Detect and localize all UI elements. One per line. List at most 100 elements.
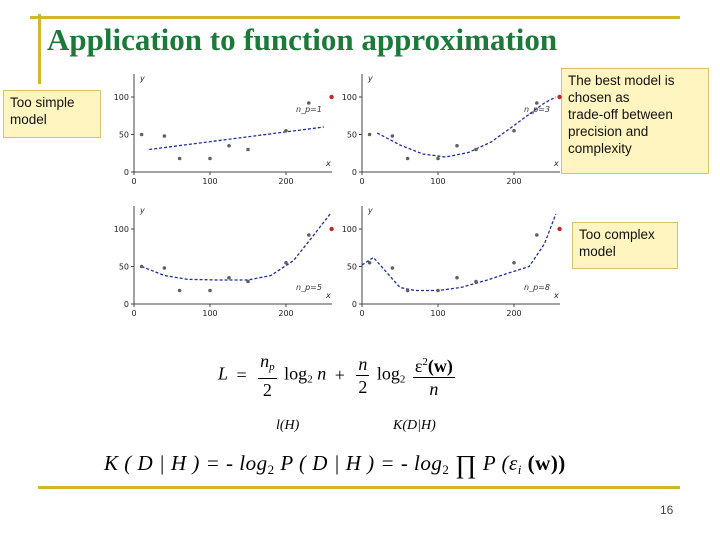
fit-curve bbox=[141, 213, 331, 281]
y-tick-label: 100 bbox=[342, 225, 357, 234]
np-label: n_p=5 bbox=[296, 283, 322, 292]
mdl-length-formula: L = np 2 log2 n + n 2 log2 ε2(w) n bbox=[218, 350, 458, 401]
page-number: 16 bbox=[660, 503, 674, 517]
x-tick-label: 100 bbox=[430, 309, 445, 318]
data-point bbox=[405, 156, 410, 161]
top-accent-rule bbox=[30, 16, 680, 19]
fit-curve bbox=[149, 126, 325, 151]
formula-plus: + bbox=[334, 365, 345, 385]
epsilon-symbol: ε bbox=[414, 356, 423, 376]
y-axis-label: y bbox=[367, 206, 373, 215]
y-tick-label: 0 bbox=[124, 168, 129, 177]
error-denominator: n bbox=[429, 379, 439, 399]
n-symbol: n bbox=[358, 354, 368, 374]
n-denominator: 2 bbox=[358, 377, 368, 397]
conditional-complexity-formula: K ( D | H ) = - log 2 P ( D | H ) = - log… bbox=[104, 450, 566, 480]
x-tick-label: 0 bbox=[359, 309, 364, 318]
x-tick-label: 100 bbox=[430, 177, 445, 186]
x-tick-label: 100 bbox=[202, 177, 217, 186]
label-model-length: l(H) bbox=[276, 418, 300, 433]
x-tick-label: 0 bbox=[131, 177, 136, 186]
data-point bbox=[455, 275, 459, 280]
callout-too-simple: Too simple model bbox=[3, 90, 101, 138]
data-point bbox=[162, 266, 167, 270]
data-point bbox=[557, 226, 562, 232]
k-part: K ( D | H ) = - log bbox=[104, 451, 268, 475]
formula-equals: = bbox=[236, 365, 247, 385]
plot-np-1: y x 0 100 200 0 50 100 n_p=1 bbox=[112, 72, 334, 192]
plot-np-8: y x 0 100 200 0 50 100 n_p=8 bbox=[340, 204, 562, 324]
data-point bbox=[208, 288, 212, 293]
data-point bbox=[474, 147, 478, 152]
y-axis-label: y bbox=[367, 74, 373, 83]
x-axis-label: x bbox=[325, 159, 331, 168]
y-tick-label: 0 bbox=[124, 300, 129, 309]
data-point bbox=[177, 288, 182, 293]
x-tick-label: 0 bbox=[359, 177, 364, 186]
data-point bbox=[139, 132, 144, 137]
data-point bbox=[162, 134, 167, 138]
y-tick-label: 0 bbox=[352, 168, 357, 177]
data-point bbox=[535, 101, 539, 105]
x-tick-label: 200 bbox=[278, 177, 293, 186]
data-point bbox=[284, 128, 288, 133]
data-point bbox=[455, 143, 459, 148]
data-point bbox=[329, 226, 334, 232]
fit-curve bbox=[361, 213, 557, 292]
tail-weights: (w)) bbox=[521, 451, 566, 475]
x-tick-label: 200 bbox=[278, 309, 293, 318]
data-point bbox=[512, 260, 516, 265]
np-symbol: n bbox=[260, 351, 270, 371]
epsilon-power: 2 bbox=[422, 356, 428, 368]
tail-probability: P (ε bbox=[482, 451, 518, 475]
y-tick-label: 100 bbox=[114, 93, 129, 102]
y-tick-label: 50 bbox=[119, 131, 129, 140]
x-tick-label: 0 bbox=[131, 309, 136, 318]
data-point bbox=[367, 260, 372, 265]
data-point bbox=[227, 143, 231, 148]
plot-svg: y x 0 100 200 0 50 100 n_p=1 bbox=[114, 74, 334, 186]
log-base-2: 2 bbox=[399, 373, 406, 386]
data-point bbox=[139, 264, 144, 269]
y-tick-label: 100 bbox=[114, 225, 129, 234]
data-point bbox=[436, 156, 440, 161]
x-tick-label: 100 bbox=[202, 309, 217, 318]
data-point bbox=[307, 233, 311, 237]
log-base-b: 2 bbox=[442, 462, 450, 477]
np-denominator: 2 bbox=[262, 380, 272, 400]
data-point bbox=[246, 279, 250, 284]
x-axis-label: x bbox=[553, 291, 559, 300]
data-point bbox=[227, 275, 231, 280]
data-point bbox=[246, 147, 250, 152]
plot-svg: y x 0 100 200 0 50 100 n_p=5 bbox=[114, 206, 334, 318]
callout-too-complex: Too complex model bbox=[572, 222, 678, 269]
np-label: n_p=8 bbox=[524, 283, 550, 292]
data-point bbox=[390, 266, 395, 270]
data-point bbox=[307, 101, 311, 105]
data-point bbox=[284, 260, 288, 265]
p-part: P ( D | H ) = - log bbox=[274, 451, 443, 475]
plot-svg: y x 0 100 200 0 50 100 n_p=3 bbox=[342, 74, 562, 186]
plot-np-5: y x 0 100 200 0 50 100 n_p=5 bbox=[112, 204, 334, 324]
data-point bbox=[512, 128, 516, 133]
slide-title: Application to function approximation bbox=[47, 22, 558, 57]
data-point bbox=[367, 132, 372, 137]
fraction-np-over-2: np 2 bbox=[258, 350, 277, 401]
data-point bbox=[557, 94, 562, 100]
fraction-n-over-2: n 2 bbox=[356, 353, 370, 398]
data-point bbox=[405, 288, 410, 293]
tail-subscript: i bbox=[517, 462, 522, 477]
data-point bbox=[177, 156, 182, 161]
x-axis-label: x bbox=[553, 159, 559, 168]
bottom-accent-rule bbox=[38, 486, 680, 489]
np-subscript: p bbox=[269, 361, 275, 373]
y-tick-label: 50 bbox=[119, 263, 129, 272]
log-argument-n: n bbox=[317, 363, 327, 384]
product-symbol: ∏ bbox=[455, 450, 478, 479]
label-data-length: K(D|H) bbox=[393, 418, 436, 433]
np-label: n_p=3 bbox=[524, 105, 550, 114]
y-tick-label: 50 bbox=[347, 263, 357, 272]
formula-lhs: L bbox=[218, 363, 229, 384]
y-tick-label: 0 bbox=[352, 300, 357, 309]
plot-np-3: y x 0 100 200 0 50 100 n_p=3 bbox=[340, 72, 562, 192]
